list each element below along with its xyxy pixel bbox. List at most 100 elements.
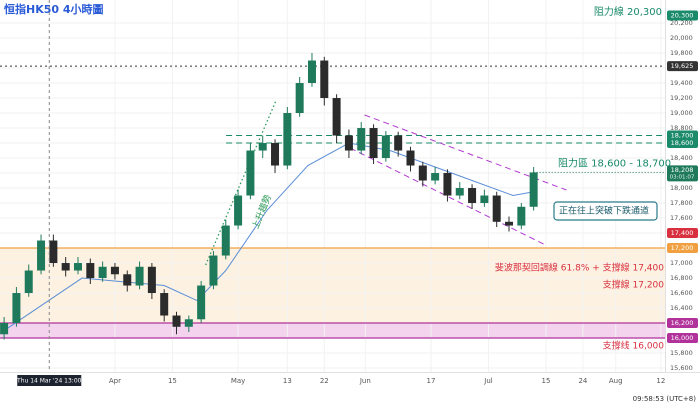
y-tick-label: 19,200	[670, 94, 693, 102]
x-tick-label: Jul	[483, 377, 493, 385]
y-tick-label: 16,600	[670, 289, 693, 297]
candle-body	[406, 150, 415, 166]
x-tick-label: Aug	[609, 377, 623, 385]
price-tag-label: 18,600	[671, 139, 694, 147]
candle-body	[110, 266, 119, 275]
price-tag	[667, 333, 698, 344]
candle-body	[12, 293, 21, 324]
candle-body	[480, 195, 489, 204]
crosshair-label: Thu 14 Mar '24 13:00	[16, 378, 82, 385]
y-tick-label: 19,400	[670, 79, 693, 87]
channel-line	[349, 147, 546, 246]
annotation: 斐波那契回調線 61.8% + 支撐線 17,400	[495, 262, 664, 274]
candle-body	[529, 172, 538, 207]
candle-body	[160, 293, 169, 316]
candle-body	[320, 60, 329, 99]
candle-body	[369, 128, 378, 159]
price-tag-label: 17,400	[671, 229, 694, 237]
countdown: 03:01:07	[670, 174, 695, 180]
x-tick-label: May	[231, 377, 245, 385]
x-tick-label: Jun	[359, 377, 371, 385]
moving-average	[3, 142, 534, 331]
candle-body	[135, 266, 144, 286]
candle-body	[221, 225, 230, 256]
x-tick-label: Apr	[109, 377, 121, 385]
price-tag-label: 20,300	[671, 12, 694, 20]
x-tick-label: 17	[427, 377, 436, 385]
y-tick-label: 15,600	[670, 364, 693, 372]
x-tick-label: 15	[168, 377, 177, 385]
price-tag-label: 19,625	[671, 62, 694, 70]
price-tag-label: 17,200	[671, 244, 694, 252]
annotation: 支撐线 16,000	[603, 340, 665, 352]
chart-title: 恒指HK50 4小時圖	[4, 2, 104, 16]
candle-body	[246, 150, 255, 196]
x-tick-label: 12	[656, 377, 665, 385]
candle-body	[295, 83, 304, 114]
candle-body	[258, 143, 267, 151]
candle-body	[283, 113, 292, 166]
candle-body	[455, 188, 464, 196]
y-tick-label: 17,600	[670, 214, 693, 222]
last-price-tag	[667, 165, 698, 182]
y-tick-label: 15,800	[670, 349, 693, 357]
annotation: 支撐線 17,200	[603, 279, 665, 291]
candle-body	[271, 143, 280, 166]
candle-body	[332, 98, 341, 136]
candle-body	[394, 135, 403, 151]
clock: 09:58:53 (UTC+8)	[633, 395, 697, 403]
callout-box	[553, 201, 658, 221]
last-price-label: 18,208	[671, 166, 694, 174]
x-tick-label: 13	[283, 377, 292, 385]
candle-body	[443, 173, 452, 196]
y-tick-label: 19,800	[670, 49, 693, 57]
zone	[0, 323, 665, 339]
candle-body	[468, 188, 477, 204]
candle-body	[517, 206, 526, 226]
candle-body	[234, 195, 243, 226]
y-tick-label: 16,400	[670, 304, 693, 312]
y-tick-label: 17,000	[670, 259, 693, 267]
candle-body	[172, 315, 181, 327]
candle-body	[0, 323, 9, 335]
candle-body	[24, 270, 33, 294]
price-tag-label: 18,700	[671, 132, 694, 140]
y-tick-label: 17,800	[670, 199, 693, 207]
candle-body	[344, 135, 353, 151]
candle-body	[37, 240, 46, 271]
y-tick-label: 18,400	[670, 154, 693, 162]
price-tag	[667, 228, 698, 239]
channel-line	[364, 114, 567, 191]
candle-body	[307, 60, 316, 84]
zone	[0, 248, 665, 324]
y-tick-label: 20,200	[670, 19, 693, 27]
candle-body	[431, 173, 440, 181]
y-tick-label: 18,800	[670, 124, 693, 132]
price-tag-label: 16,000	[671, 334, 694, 342]
price-tag-label: 16,200	[671, 319, 694, 327]
price-tag	[667, 243, 698, 254]
annotation: 阻力區 18,600 - 18,700	[558, 157, 671, 170]
candle-body	[492, 195, 501, 222]
price-tag	[667, 318, 698, 329]
y-tick-label: 18,000	[670, 184, 693, 192]
candle-body	[209, 255, 218, 286]
y-tick-label: 16,800	[670, 274, 693, 282]
crosshair-tag	[17, 375, 82, 386]
price-tag	[667, 61, 698, 72]
candle-body	[49, 240, 58, 264]
candle-body	[61, 263, 70, 271]
x-tick-label: 24	[578, 377, 587, 385]
candle-body	[147, 266, 156, 294]
candle-body	[197, 285, 206, 320]
annotation: 正在往上突破下跌通道	[559, 205, 649, 217]
price-tag	[667, 10, 698, 21]
y-tick-label: 20,000	[670, 34, 693, 42]
annotation: 阻力線 20,300	[594, 5, 662, 18]
candle-body	[123, 274, 132, 286]
candle-body	[184, 319, 193, 327]
candle-body	[505, 221, 514, 226]
candle-body	[86, 263, 95, 279]
candle-body	[381, 135, 390, 159]
